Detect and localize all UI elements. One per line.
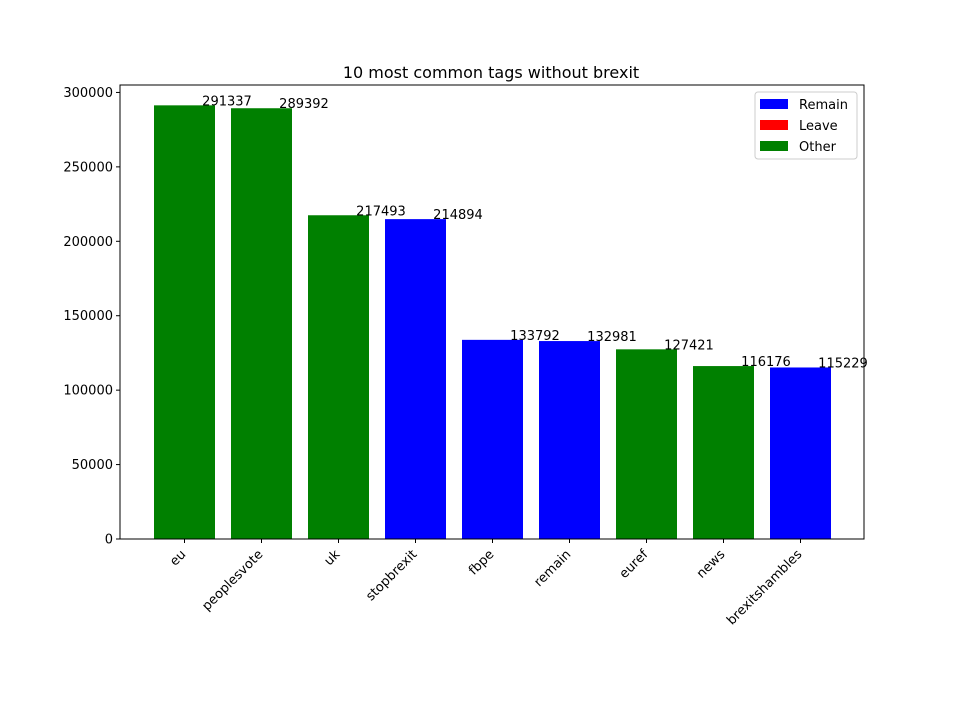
bar-uk [308, 215, 369, 539]
x-tick-label: fbpe [466, 547, 497, 578]
data-label: 132981 [587, 330, 637, 345]
bar-peoplesvote [231, 108, 292, 539]
legend-swatch-remain [760, 99, 788, 109]
data-label: 214894 [433, 208, 483, 223]
x-tick-label: news [694, 547, 729, 582]
bar-fbpe [462, 339, 523, 539]
x-tick-label: stopbrexit [363, 547, 420, 604]
legend-label-remain: Remain [799, 98, 848, 113]
data-label: 127421 [664, 338, 714, 353]
y-tick-label: 200000 [63, 235, 113, 250]
bar-eu [154, 105, 215, 540]
data-label: 133792 [510, 329, 560, 344]
data-label: 116176 [741, 355, 791, 370]
x-tick-label: remain [532, 547, 575, 590]
legend-label-other: Other [799, 140, 837, 155]
x-axis: eu peoplesvote uk stopbrexit fbpe remain euref… [167, 539, 805, 628]
x-tick-label: brexitshambles [724, 547, 805, 628]
bar-brexitshambles [770, 367, 831, 539]
y-tick-label: 0 [105, 533, 113, 548]
y-tick-label: 300000 [63, 86, 113, 101]
plot-frame [119, 84, 865, 540]
data-label: 289392 [279, 97, 329, 112]
x-tick-label: peoplesvote [199, 547, 266, 614]
y-tick-label: 250000 [63, 160, 113, 175]
data-label: 217493 [356, 204, 406, 219]
bar-stopbrexit [385, 219, 446, 539]
x-tick-label: uk [322, 547, 344, 569]
x-tick-label: eu [167, 547, 189, 569]
data-label: 115229 [818, 356, 868, 371]
bar-remain [539, 341, 600, 539]
legend: Remain Leave Other [754, 91, 858, 160]
bar-euref [616, 349, 677, 539]
bars-group [154, 105, 831, 540]
y-tick-label: 100000 [63, 384, 113, 399]
chart-title: 10 most common tags without brexit [343, 63, 639, 82]
legend-label-leave: Leave [799, 119, 838, 134]
y-tick-label: 150000 [63, 309, 113, 324]
y-axis: 0 50000 100000 150000 200000 250000 300000 [63, 86, 120, 548]
x-tick-label: euref [617, 547, 652, 582]
y-tick-label: 50000 [72, 458, 113, 473]
data-labels-group: 291337 289392 217493 214894 133792 132981 1274… [202, 94, 868, 371]
legend-swatch-other [760, 141, 788, 151]
data-label: 291337 [202, 94, 252, 109]
bar-news [693, 366, 754, 539]
legend-swatch-leave [760, 120, 788, 130]
